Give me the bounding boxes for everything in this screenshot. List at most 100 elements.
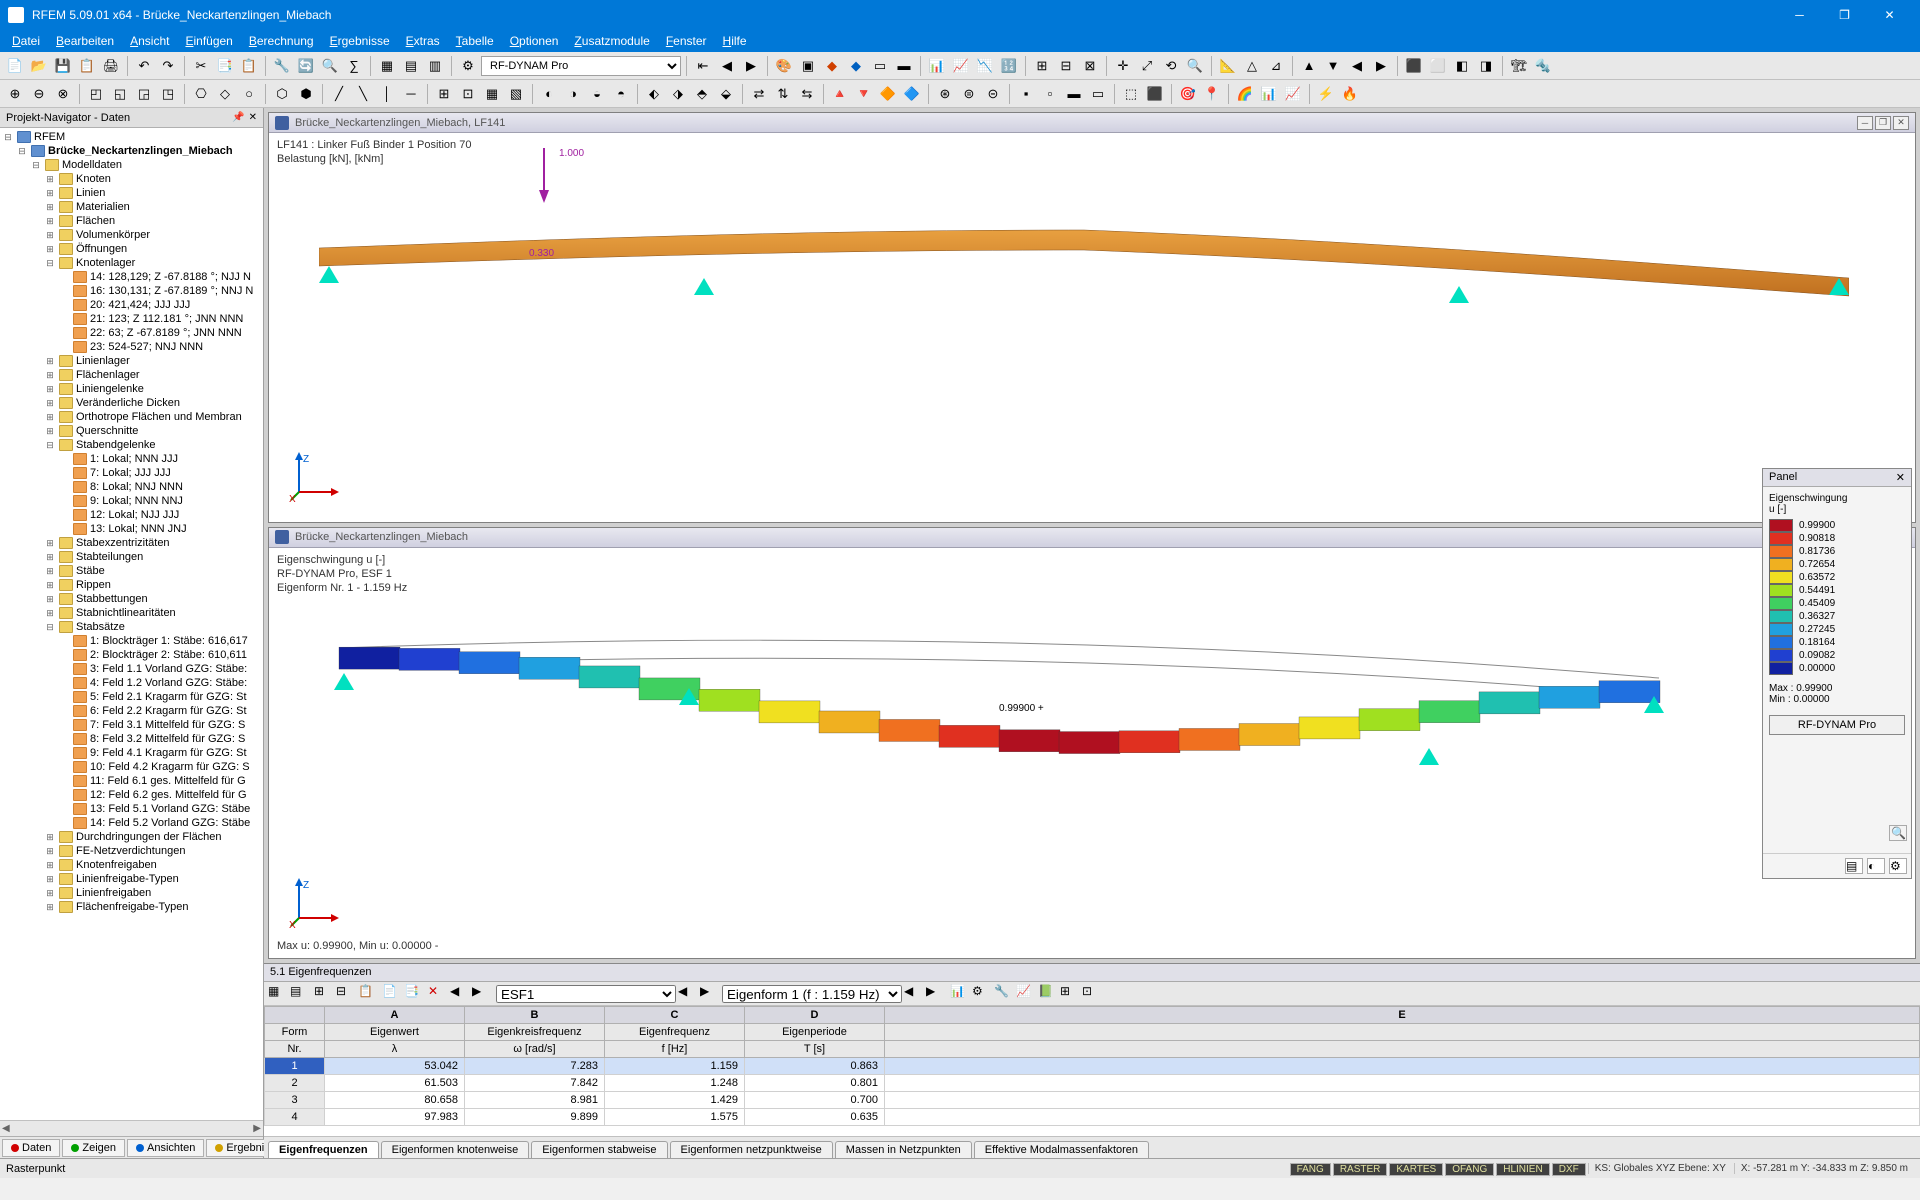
tb2-icon-37[interactable]: ⊜ <box>958 83 980 105</box>
tb2-icon-48[interactable]: 📊 <box>1258 83 1280 105</box>
tree-node[interactable]: ⊟Brücke_Neckartenzlingen_Miebach <box>2 144 261 158</box>
save-icon[interactable]: 💾 <box>52 55 74 77</box>
table-tab-5[interactable]: Effektive Modalmassenfaktoren <box>974 1141 1149 1158</box>
tb-icon-7[interactable]: 📈 <box>950 55 972 77</box>
close-nav-icon[interactable]: ✕ <box>249 112 257 123</box>
tb2-icon-2[interactable]: ⊖ <box>28 83 50 105</box>
tbl-icon-2[interactable]: ▤ <box>290 984 310 1004</box>
tree-node[interactable]: ⊞Flächenlager <box>2 368 261 382</box>
tb2-icon-16[interactable]: ─ <box>400 83 422 105</box>
refresh-icon[interactable]: 🔄 <box>295 55 317 77</box>
tb2-icon-26[interactable]: ⬗ <box>667 83 689 105</box>
menu-extras[interactable]: Extras <box>398 32 448 50</box>
tb-icon-27[interactable]: ◨ <box>1475 55 1497 77</box>
tree-node[interactable]: 5: Feld 2.1 Kragarm für GZG: St <box>2 690 261 704</box>
tbl-icon-11[interactable]: 📊 <box>950 984 970 1004</box>
tree-node[interactable]: ⊞Stabteilungen <box>2 550 261 564</box>
tree-node[interactable]: ⊞Querschnitte <box>2 424 261 438</box>
tbl-icon-6[interactable]: 📄 <box>382 984 402 1004</box>
tree-node[interactable]: 21: 123; Z 112.181 °; JNN NNN <box>2 312 261 326</box>
tb2-icon-42[interactable]: ▭ <box>1087 83 1109 105</box>
table-combo-esf[interactable]: ESF1 <box>496 985 676 1003</box>
tb2-icon-1[interactable]: ⊕ <box>4 83 26 105</box>
nav-tab-0[interactable]: Daten <box>2 1139 60 1157</box>
tree-node[interactable]: 8: Feld 3.2 Mittelfeld für GZG: S <box>2 732 261 746</box>
tb2-icon-25[interactable]: ⬖ <box>643 83 665 105</box>
tb2-icon-17[interactable]: ⊞ <box>433 83 455 105</box>
vp1-close[interactable]: ✕ <box>1893 116 1909 130</box>
tb-icon-20[interactable]: ▲ <box>1298 55 1320 77</box>
tree-node[interactable]: ⊞Stabbettungen <box>2 592 261 606</box>
table-tab-1[interactable]: Eigenformen knotenweise <box>381 1141 530 1158</box>
tree-node[interactable]: ⊞Veränderliche Dicken <box>2 396 261 410</box>
module-combo[interactable]: RF-DYNAM Pro <box>481 56 681 76</box>
legend-tab-1[interactable]: ▤ <box>1845 858 1863 874</box>
legend-tab-3[interactable]: ⚙ <box>1889 858 1907 874</box>
tree-node[interactable]: ⊞Materialien <box>2 200 261 214</box>
tool-icon[interactable]: 🔧 <box>271 55 293 77</box>
tree-node[interactable]: 3: Feld 1.1 Vorland GZG: Stäbe: <box>2 662 261 676</box>
tb2-icon-46[interactable]: 📍 <box>1201 83 1223 105</box>
table-tab-3[interactable]: Eigenformen netzpunktweise <box>670 1141 833 1158</box>
paste-icon[interactable]: 📋 <box>238 55 260 77</box>
grid-icon[interactable]: ▦ <box>376 55 398 77</box>
tbl-icon-16[interactable]: ⊞ <box>1060 984 1080 1004</box>
tree-node[interactable]: ⊞FE-Netzverdichtungen <box>2 844 261 858</box>
menu-datei[interactable]: Datei <box>4 32 48 50</box>
tree-node[interactable]: ⊞Stabnichtlinearitäten <box>2 606 261 620</box>
tb2-icon-49[interactable]: 📈 <box>1282 83 1304 105</box>
tree-node[interactable]: ⊞Durchdringungen der Flächen <box>2 830 261 844</box>
tbl-icon-5[interactable]: 📋 <box>358 984 378 1004</box>
tree-node[interactable]: 6: Feld 2.2 Kragarm für GZG: St <box>2 704 261 718</box>
tb2-icon-45[interactable]: 🎯 <box>1177 83 1199 105</box>
tbl-nav-prev[interactable]: ◀ <box>678 984 698 1004</box>
tb-icon-16[interactable]: 🔍 <box>1184 55 1206 77</box>
tree-node[interactable]: ⊞Flächen <box>2 214 261 228</box>
tbl-icon-17[interactable]: ⊡ <box>1082 984 1102 1004</box>
tb-icon-15[interactable]: ⟲ <box>1160 55 1182 77</box>
tbl-icon-10[interactable]: ▶ <box>472 984 492 1004</box>
render-icon[interactable]: 🎨 <box>773 55 795 77</box>
close-button[interactable]: ✕ <box>1867 0 1912 30</box>
tree-node[interactable]: ⊞Stäbe <box>2 564 261 578</box>
maximize-button[interactable]: ❐ <box>1822 0 1867 30</box>
table-row[interactable]: 261.5037.8421.2480.801 <box>265 1075 1920 1092</box>
tb2-icon-29[interactable]: ⇄ <box>748 83 770 105</box>
tree-node[interactable]: 16: 130,131; Z -67.8189 °; NNJ N <box>2 284 261 298</box>
legend-tab-2[interactable]: ◐ <box>1867 858 1885 874</box>
open-icon[interactable]: 📂 <box>28 55 50 77</box>
tb2-icon-36[interactable]: ⊛ <box>934 83 956 105</box>
menu-tabelle[interactable]: Tabelle <box>448 32 502 50</box>
calc-icon[interactable]: ∑ <box>343 55 365 77</box>
tree-node[interactable]: 10: Feld 4.2 Kragarm für GZG: S <box>2 760 261 774</box>
pin-icon[interactable]: 📌 <box>232 112 244 123</box>
tb2-icon-3[interactable]: ⊗ <box>52 83 74 105</box>
tree-node[interactable]: ⊞Linienfreigabe-Typen <box>2 872 261 886</box>
tree-node[interactable]: 20: 421,424; JJJ JJJ <box>2 298 261 312</box>
tb2-icon-22[interactable]: ◑ <box>562 83 584 105</box>
tree-node[interactable]: 14: Feld 5.2 Vorland GZG: Stäbe <box>2 816 261 830</box>
tb2-icon-9[interactable]: ◇ <box>214 83 236 105</box>
tb2-icon-47[interactable]: 🌈 <box>1234 83 1256 105</box>
status-toggle-ofang[interactable]: OFANG <box>1445 1163 1494 1176</box>
table-tab-0[interactable]: Eigenfrequenzen <box>268 1141 379 1158</box>
tree-node[interactable]: ⊞Linien <box>2 186 261 200</box>
tbl-icon-15[interactable]: 📗 <box>1038 984 1058 1004</box>
tb-icon-6[interactable]: 📊 <box>926 55 948 77</box>
nav-next-icon[interactable]: ▶ <box>740 55 762 77</box>
menu-zusatzmodule[interactable]: Zusatzmodule <box>566 32 657 50</box>
tb-icon-9[interactable]: 🔢 <box>998 55 1020 77</box>
viewport-2[interactable]: Brücke_Neckartenzlingen_Miebach Eigensch… <box>268 527 1916 959</box>
tree-node[interactable]: 1: Lokal; NNN JJJ <box>2 452 261 466</box>
tb2-icon-15[interactable]: │ <box>376 83 398 105</box>
tb-icon-24[interactable]: ⬛ <box>1403 55 1425 77</box>
tb-icon-5[interactable]: ▬ <box>893 55 915 77</box>
tbl-nav-prev2[interactable]: ◀ <box>904 984 924 1004</box>
tb-icon-21[interactable]: ▼ <box>1322 55 1344 77</box>
menu-berechnung[interactable]: Berechnung <box>241 32 322 50</box>
tb2-icon-23[interactable]: ◒ <box>586 83 608 105</box>
tbl-icon-8[interactable]: ✕ <box>428 984 448 1004</box>
nav-tab-2[interactable]: Ansichten <box>127 1139 204 1157</box>
tbl-nav-next2[interactable]: ▶ <box>926 984 946 1004</box>
tb-icon-22[interactable]: ◀ <box>1346 55 1368 77</box>
